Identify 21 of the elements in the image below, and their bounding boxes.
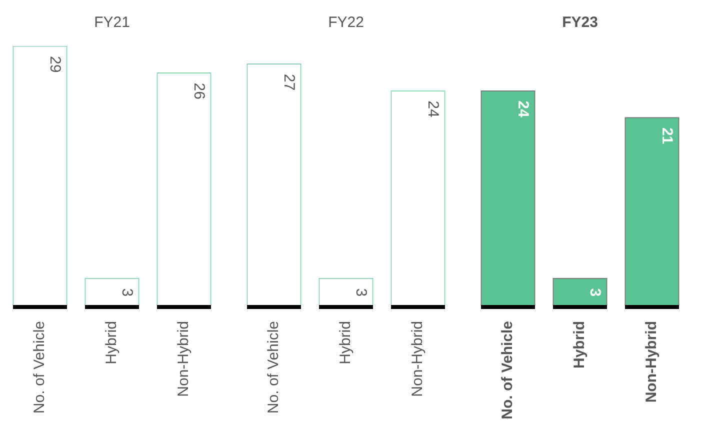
x-tick-label: No. of Vehicle xyxy=(499,321,516,420)
chart-title: FY21 xyxy=(94,14,130,32)
data-label: 29 xyxy=(46,56,64,73)
chart-title: FY23 xyxy=(562,14,598,32)
x-tick-label: Non-Hybrid xyxy=(409,321,426,397)
x-tick-label: Hybrid xyxy=(103,321,120,364)
data-label: 24 xyxy=(424,100,442,118)
data-label: 27 xyxy=(280,74,298,91)
data-label: 21 xyxy=(658,127,676,144)
data-label: 3 xyxy=(352,288,370,297)
x-tick-label: No. of Vehicle xyxy=(265,321,282,414)
x-tick-label: Hybrid xyxy=(337,321,354,364)
data-label: 3 xyxy=(118,288,136,297)
chart-title: FY22 xyxy=(328,14,364,32)
x-tick-label: Hybrid xyxy=(571,321,588,369)
data-label: 26 xyxy=(190,82,208,100)
x-tick-label: Non-Hybrid xyxy=(175,321,192,397)
data-label: 24 xyxy=(514,100,532,118)
data-label: 3 xyxy=(586,288,604,297)
x-tick-label: Non-Hybrid xyxy=(643,321,660,403)
x-tick-label: No. of Vehicle xyxy=(31,321,48,414)
